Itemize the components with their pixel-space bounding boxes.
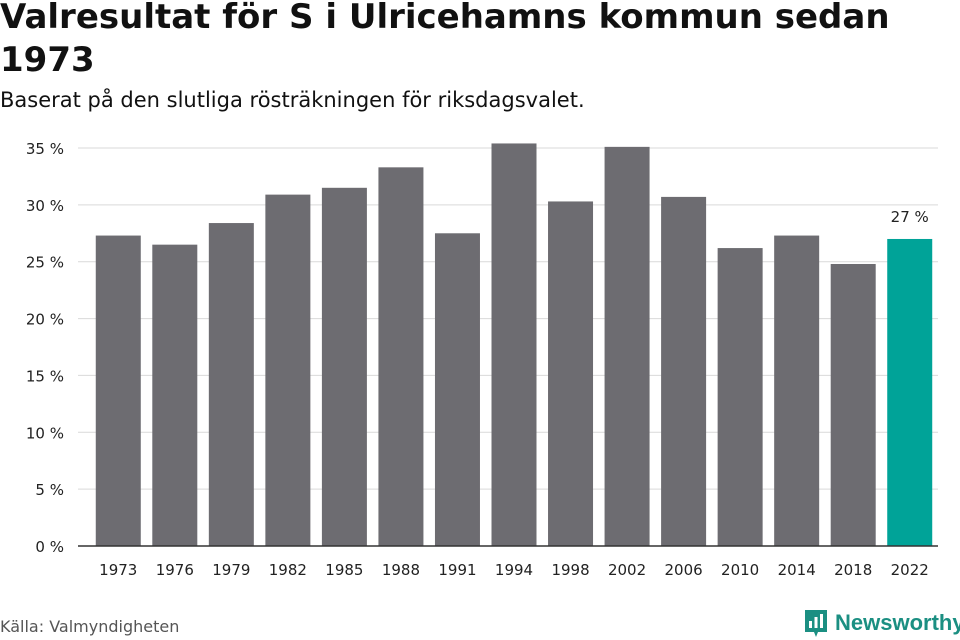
x-tick-label: 2006 bbox=[665, 561, 703, 579]
y-tick-label: 20 % bbox=[26, 311, 64, 329]
source-note: Källa: Valmyndigheten bbox=[0, 617, 180, 636]
brand-logo: Newsworthy bbox=[803, 608, 960, 638]
bar-1994 bbox=[491, 143, 537, 547]
newsworthy-logo-icon bbox=[805, 610, 827, 637]
bar-1991 bbox=[434, 233, 480, 547]
y-tick-label: 5 % bbox=[35, 481, 64, 499]
data-label: 27 % bbox=[891, 208, 929, 226]
bar-2014 bbox=[774, 235, 820, 546]
y-tick-label: 0 % bbox=[35, 538, 64, 556]
bar-1985 bbox=[321, 187, 367, 547]
x-tick-label: 1979 bbox=[212, 561, 250, 579]
x-tick-label: 2014 bbox=[778, 561, 816, 579]
x-tick-label: 1991 bbox=[438, 561, 476, 579]
x-tick-label: 2018 bbox=[834, 561, 872, 579]
bar-1998 bbox=[548, 201, 594, 546]
x-tick-label: 2002 bbox=[608, 561, 646, 579]
y-tick-label: 30 % bbox=[26, 197, 64, 215]
x-tick-label: 1976 bbox=[156, 561, 194, 579]
brand-name: Newsworthy bbox=[835, 610, 960, 635]
x-tick-label: 2022 bbox=[891, 561, 929, 579]
chart-subtitle: Baserat på den slutliga rösträkningen fö… bbox=[0, 88, 585, 112]
x-tick-label: 1998 bbox=[551, 561, 589, 579]
x-tick-label: 1973 bbox=[99, 561, 137, 579]
bar-1973 bbox=[95, 235, 141, 546]
y-tick-label: 15 % bbox=[26, 367, 64, 385]
bar-2018 bbox=[830, 263, 876, 546]
bar-1979 bbox=[208, 223, 254, 546]
y-tick-label: 35 % bbox=[26, 140, 64, 158]
bar-2002 bbox=[604, 146, 650, 546]
bar-2022 bbox=[887, 238, 933, 546]
x-tick-label: 2010 bbox=[721, 561, 759, 579]
bar-2010 bbox=[717, 248, 763, 546]
x-tick-label: 1994 bbox=[495, 561, 533, 579]
bar-2006 bbox=[661, 196, 707, 546]
x-tick-label: 1985 bbox=[325, 561, 363, 579]
x-tick-label: 1988 bbox=[382, 561, 420, 579]
bar-1988 bbox=[378, 167, 424, 546]
y-tick-label: 25 % bbox=[26, 254, 64, 272]
y-tick-label: 10 % bbox=[26, 424, 64, 442]
bar-1976 bbox=[152, 244, 198, 546]
bar-1982 bbox=[265, 194, 311, 546]
chart-title: Valresultat för S i Ulricehamns kommun s… bbox=[0, 0, 890, 80]
x-tick-label: 1982 bbox=[269, 561, 307, 579]
